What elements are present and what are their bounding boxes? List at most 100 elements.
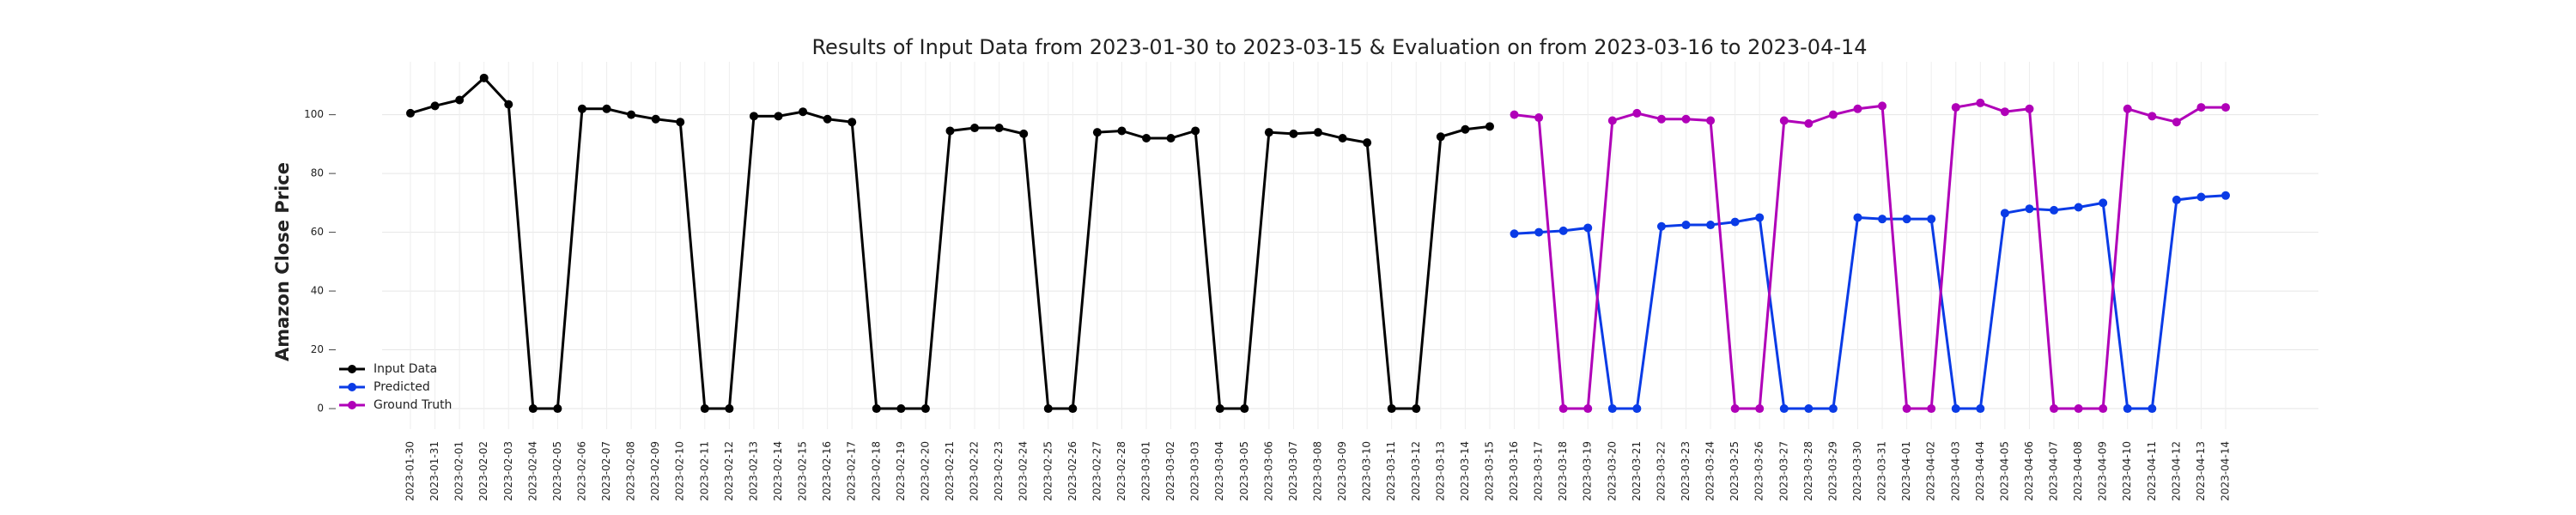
x-tick-label: 2023-02-19	[895, 441, 907, 501]
x-tick-label: 2023-02-16	[821, 441, 833, 501]
x-tick-label: 2023-02-06	[575, 441, 587, 501]
x-tick-label: 2023-03-20	[1606, 441, 1618, 501]
x-tick-label: 2023-04-06	[2023, 441, 2035, 501]
x-tick-label: 2023-03-08	[1312, 441, 1324, 501]
legend-marker	[348, 401, 356, 409]
x-tick-label: 2023-04-04	[1974, 441, 1986, 501]
data-point	[1485, 122, 1494, 131]
data-point	[1436, 132, 1445, 142]
x-tick-label: 2023-04-03	[1949, 441, 1961, 501]
x-tick-label: 2023-02-07	[600, 441, 612, 501]
data-point	[945, 126, 955, 136]
data-point	[994, 124, 1004, 133]
data-point	[1951, 103, 1960, 112]
data-point	[1706, 221, 1716, 230]
data-point	[2099, 198, 2108, 208]
x-tick-label: 2023-04-08	[2072, 441, 2084, 501]
data-point	[1779, 116, 1789, 125]
x-tick-label: 2023-03-02	[1164, 441, 1176, 501]
data-point	[2172, 118, 2181, 127]
data-point	[1289, 129, 1298, 138]
data-point	[455, 95, 465, 105]
data-point	[2123, 104, 2132, 113]
x-tick-label: 2023-04-05	[1998, 441, 2010, 501]
data-point	[2074, 203, 2083, 212]
x-tick-label: 2023-02-11	[698, 441, 710, 501]
data-point	[1583, 404, 1593, 414]
data-point	[676, 118, 685, 127]
data-point	[1607, 404, 1617, 414]
data-point	[1534, 227, 1544, 237]
data-point	[1338, 134, 1347, 143]
x-tick-label: 2023-03-07	[1287, 441, 1299, 501]
data-point	[1656, 221, 1666, 231]
x-tick-label: 2023-02-17	[846, 441, 858, 501]
y-tick-label: 40	[311, 285, 324, 297]
x-tick-label: 2023-02-10	[674, 441, 686, 501]
data-point	[1656, 114, 1666, 124]
x-tick-label: 2023-02-18	[870, 441, 882, 501]
x-tick-label: 2023-03-10	[1361, 441, 1373, 501]
data-point	[1240, 404, 1249, 414]
data-point	[528, 404, 538, 414]
x-tick-label: 2023-01-31	[428, 441, 440, 501]
x-tick-label: 2023-03-29	[1826, 441, 1838, 501]
data-point	[1853, 213, 1862, 222]
data-point	[2148, 404, 2157, 414]
x-tick-label: 2023-03-18	[1557, 441, 1569, 501]
x-tick-label: 2023-03-27	[1777, 441, 1789, 501]
data-point	[1510, 229, 1519, 239]
x-tick-label: 2023-02-09	[649, 441, 661, 501]
x-tick-label: 2023-03-15	[1483, 441, 1495, 501]
x-tick-label: 2023-03-11	[1385, 441, 1397, 501]
legend-label: Input Data	[374, 362, 437, 376]
data-point	[1828, 110, 1838, 119]
x-tick-label: 2023-01-30	[404, 441, 416, 501]
x-tick-label: 2023-04-02	[1925, 441, 1937, 501]
data-point	[749, 112, 758, 121]
x-tick-label: 2023-04-11	[2146, 441, 2158, 501]
y-tick-label: 80	[311, 167, 324, 179]
data-point	[1902, 215, 1911, 224]
data-point	[1142, 134, 1151, 143]
x-tick-label: 2023-04-09	[2097, 441, 2109, 501]
data-point	[2000, 107, 2009, 117]
data-point	[1191, 126, 1200, 136]
x-tick-label: 2023-03-12	[1410, 441, 1422, 501]
legend-label: Predicted	[374, 380, 430, 394]
data-point	[2074, 404, 2083, 414]
x-tick-label: 2023-02-15	[797, 441, 809, 501]
data-point	[1019, 129, 1029, 138]
x-tick-label: 2023-02-25	[1042, 441, 1054, 501]
data-point	[1461, 124, 1470, 134]
data-point	[1558, 226, 1568, 235]
data-point	[2025, 204, 2034, 214]
data-point	[1117, 126, 1127, 136]
data-point	[1755, 213, 1765, 222]
x-tick-label: 2023-02-01	[453, 441, 465, 501]
data-point	[1558, 404, 1568, 414]
x-tick-label: 2023-02-22	[969, 441, 981, 501]
x-tick-label: 2023-02-26	[1066, 441, 1078, 501]
data-point	[1632, 404, 1642, 414]
data-point	[1607, 116, 1617, 125]
data-point	[1583, 223, 1593, 233]
y-axis-label: Amazon Close Price	[272, 162, 293, 361]
y-tick-label: 100	[304, 108, 324, 120]
x-tick-label: 2023-03-31	[1876, 441, 1888, 501]
data-point	[2025, 104, 2034, 113]
x-tick-label: 2023-02-28	[1115, 441, 1127, 501]
data-point	[553, 404, 562, 414]
data-point	[1314, 128, 1322, 137]
data-point	[2221, 103, 2230, 112]
data-point	[2196, 192, 2206, 202]
data-point	[1927, 404, 1936, 414]
data-point	[651, 114, 660, 124]
x-tick-label: 2023-03-03	[1189, 441, 1201, 501]
data-point	[2123, 404, 2132, 414]
data-point	[1166, 134, 1176, 143]
data-point	[1043, 404, 1053, 414]
data-point	[2050, 404, 2059, 414]
x-tick-label: 2023-02-27	[1091, 441, 1103, 501]
